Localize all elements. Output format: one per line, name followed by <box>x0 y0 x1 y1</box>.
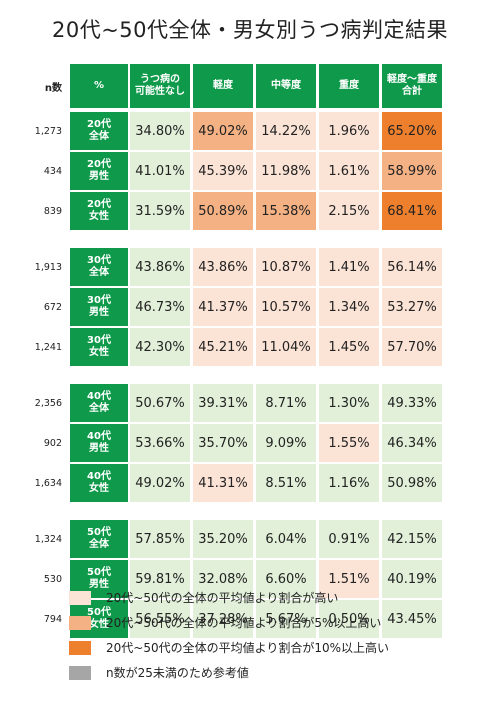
row-n: 1,273 <box>34 125 62 137</box>
value-cell: 50.67% <box>130 384 190 422</box>
value-cell: 1.51% <box>319 560 379 598</box>
value-cell: 5.67% <box>256 600 316 638</box>
value-cell: 41.01% <box>130 152 190 190</box>
value-cell: 15.38% <box>256 192 316 230</box>
row-n: 1,634 <box>34 477 62 489</box>
value-cell: 42.15% <box>382 520 442 558</box>
value-cell: 65.20% <box>382 112 442 150</box>
value-cell: 49.02% <box>193 112 253 150</box>
value-cell: 53.27% <box>382 288 442 326</box>
value-cell: 8.51% <box>256 464 316 502</box>
value-cell: 11.98% <box>256 152 316 190</box>
value-cell: 45.39% <box>193 152 253 190</box>
value-cell: 53.66% <box>130 424 190 462</box>
row-label: 30代 全体 <box>70 248 128 286</box>
value-cell: 31.59% <box>130 192 190 230</box>
row-label: 20代 全体 <box>70 112 128 150</box>
row-n: 1,241 <box>34 341 62 353</box>
value-cell: 0.91% <box>319 520 379 558</box>
value-cell: 43.86% <box>130 248 190 286</box>
value-cell: 8.71% <box>256 384 316 422</box>
value-cell: 49.33% <box>382 384 442 422</box>
value-cell: 1.61% <box>319 152 379 190</box>
legend-label: n数が25未満のため参考値 <box>106 666 249 680</box>
value-cell: 34.80% <box>130 112 190 150</box>
row-n: 530 <box>43 573 62 585</box>
value-cell: 59.81% <box>130 560 190 598</box>
value-cell: 32.08% <box>193 560 253 598</box>
value-cell: 39.31% <box>193 384 253 422</box>
row-label: 40代 女性 <box>70 464 128 502</box>
value-cell: 11.04% <box>256 328 316 366</box>
row-label: 30代 女性 <box>70 328 128 366</box>
legend-label: 20代~50代の全体の平均値より割合が10%以上高い <box>106 641 390 655</box>
legend-swatch <box>69 641 91 655</box>
value-cell: 57.85% <box>130 520 190 558</box>
value-cell: 68.41% <box>382 192 442 230</box>
value-cell: 6.04% <box>256 520 316 558</box>
row-label: 20代 女性 <box>70 192 128 230</box>
legend-label: 20代~50代の全体の平均値より割合が5%以上高い <box>106 616 382 630</box>
row-n: 672 <box>43 301 62 313</box>
header-n: n数 <box>44 82 62 94</box>
value-cell: 6.60% <box>256 560 316 598</box>
value-cell: 2.15% <box>319 192 379 230</box>
value-cell: 46.73% <box>130 288 190 326</box>
value-cell: 43.86% <box>193 248 253 286</box>
value-cell: 9.09% <box>256 424 316 462</box>
row-label: 40代 全体 <box>70 384 128 422</box>
row-label: 30代 男性 <box>70 288 128 326</box>
value-cell: 37.28% <box>193 600 253 638</box>
value-cell: 56.55% <box>130 600 190 638</box>
chart-title: 20代~50代全体・男女別うつ病判定結果 <box>51 18 449 42</box>
row-n: 434 <box>43 165 62 177</box>
legend-swatch <box>69 591 91 605</box>
value-cell: 41.31% <box>193 464 253 502</box>
value-cell: 1.96% <box>319 112 379 150</box>
value-cell: 40.19% <box>382 560 442 598</box>
value-cell: 49.02% <box>130 464 190 502</box>
value-cell: 0.50% <box>319 600 379 638</box>
value-cell: 14.22% <box>256 112 316 150</box>
row-n: 1,324 <box>34 533 62 545</box>
legend-label: 20代~50代の全体の平均値より割合が高い <box>106 591 339 605</box>
value-cell: 1.45% <box>319 328 379 366</box>
row-n: 902 <box>43 437 62 449</box>
header-col-1: % <box>70 64 128 108</box>
row-n: 2,356 <box>34 397 62 409</box>
value-cell: 58.99% <box>382 152 442 190</box>
value-cell: 35.20% <box>193 520 253 558</box>
row-label: 50代 全体 <box>70 520 128 558</box>
header-col-6: 軽度～重度 合計 <box>382 64 442 108</box>
row-n: 839 <box>43 205 62 217</box>
value-cell: 50.89% <box>193 192 253 230</box>
value-cell: 1.34% <box>319 288 379 326</box>
value-cell: 57.70% <box>382 328 442 366</box>
value-cell: 10.87% <box>256 248 316 286</box>
header-col-2: うつ病の 可能性なし <box>130 64 190 108</box>
value-cell: 56.14% <box>382 248 442 286</box>
legend-swatch <box>69 666 91 680</box>
value-cell: 43.45% <box>382 600 442 638</box>
value-cell: 42.30% <box>130 328 190 366</box>
header-col-5: 重度 <box>319 64 379 108</box>
value-cell: 1.41% <box>319 248 379 286</box>
header-col-3: 軽度 <box>193 64 253 108</box>
value-cell: 10.57% <box>256 288 316 326</box>
value-cell: 1.16% <box>319 464 379 502</box>
row-label: 40代 男性 <box>70 424 128 462</box>
value-cell: 46.34% <box>382 424 442 462</box>
value-cell: 35.70% <box>193 424 253 462</box>
value-cell: 1.55% <box>319 424 379 462</box>
row-n: 794 <box>43 613 62 625</box>
value-cell: 41.37% <box>193 288 253 326</box>
value-cell: 45.21% <box>193 328 253 366</box>
header-col-4: 中等度 <box>256 64 316 108</box>
value-cell: 50.98% <box>382 464 442 502</box>
row-n: 1,913 <box>34 261 62 273</box>
value-cell: 1.30% <box>319 384 379 422</box>
legend-swatch <box>69 616 91 630</box>
row-label: 20代 男性 <box>70 152 128 190</box>
